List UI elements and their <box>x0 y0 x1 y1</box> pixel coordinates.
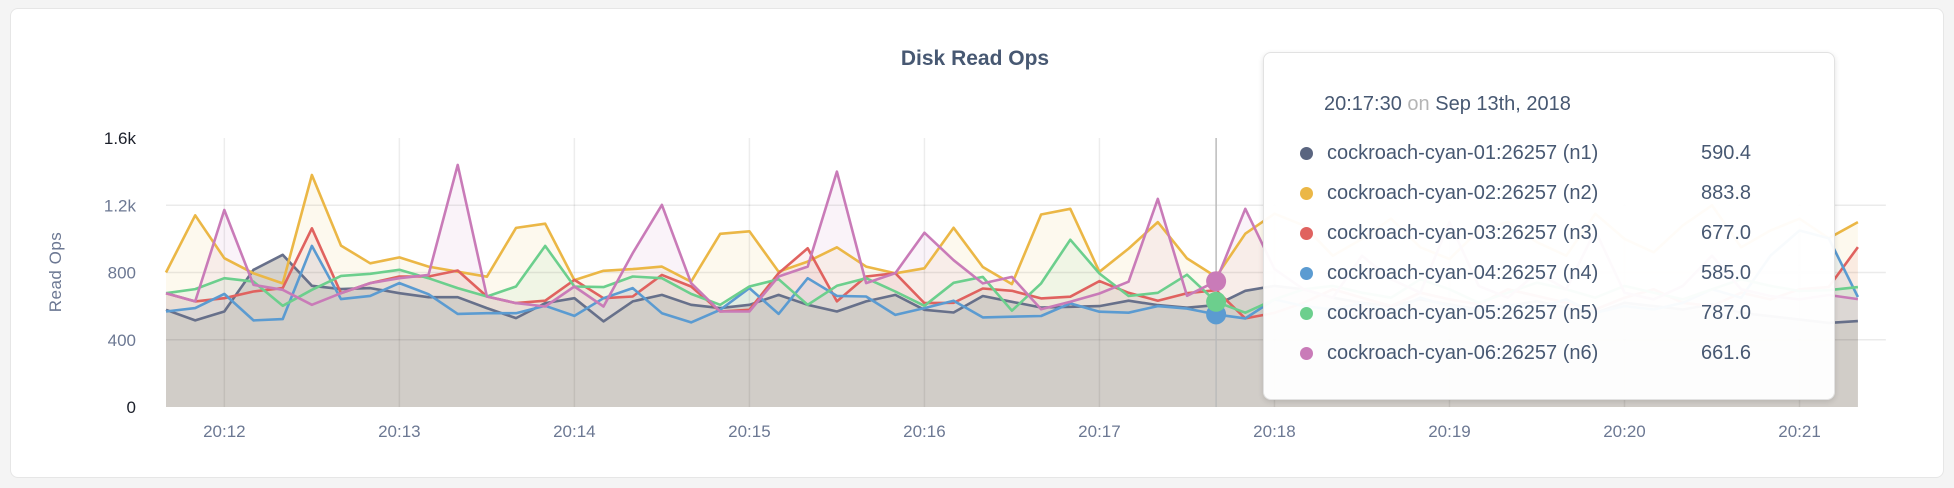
tooltip-series-name: cockroach-cyan-02:26257 (n2) <box>1327 181 1599 204</box>
series-dot-icon <box>1300 146 1313 160</box>
hover-tooltip: 20:17:30 on Sep 13th, 2018 cockroach-cya… <box>1263 52 1835 400</box>
tooltip-date: Sep 13th, 2018 <box>1435 93 1571 115</box>
tooltip-row: cockroach-cyan-05:26257 (n5) 787.0 <box>1300 301 1751 325</box>
y-tick-label: 0 <box>127 398 136 417</box>
tooltip-series-name: cockroach-cyan-06:26257 (n6) <box>1327 341 1599 364</box>
tooltip-series-name: cockroach-cyan-05:26257 (n5) <box>1327 301 1599 324</box>
x-tick-label: 20:14 <box>553 422 596 441</box>
tooltip-series-name: cockroach-cyan-03:26257 (n3) <box>1327 221 1599 244</box>
y-tick-label: 800 <box>108 264 136 283</box>
x-tick-label: 20:20 <box>1603 422 1646 441</box>
tooltip-on: on <box>1407 93 1430 115</box>
hover-point-n6 <box>1206 271 1227 292</box>
x-tick-label: 20:12 <box>203 422 246 441</box>
x-tick-label: 20:18 <box>1253 422 1296 441</box>
tooltip-series-value: 585.0 <box>1701 261 1752 284</box>
y-axis-label: Read Ops <box>46 232 65 313</box>
y-tick-label: 1.2k <box>104 196 137 215</box>
series-dot-icon <box>1300 226 1313 240</box>
x-tick-label: 20:16 <box>903 422 946 441</box>
x-tick-label: 20:19 <box>1428 422 1471 441</box>
tooltip-series-value: 883.8 <box>1701 181 1752 204</box>
tooltip-series-value: 677.0 <box>1701 221 1752 244</box>
tooltip-row: cockroach-cyan-01:26257 (n1) 590.4 <box>1300 141 1751 165</box>
series-dot-icon <box>1300 306 1313 320</box>
tooltip-series-name: cockroach-cyan-04:26257 (n4) <box>1327 261 1599 284</box>
tooltip-row: cockroach-cyan-03:26257 (n3) 677.0 <box>1300 221 1751 245</box>
tooltip-series-name: cockroach-cyan-01:26257 (n1) <box>1327 141 1599 164</box>
tooltip-header: 20:17:30 on Sep 13th, 2018 <box>1324 93 1571 116</box>
x-tick-label: 20:17 <box>1078 422 1121 441</box>
tooltip-row: cockroach-cyan-02:26257 (n2) 883.8 <box>1300 181 1751 205</box>
x-tick-label: 20:15 <box>728 422 771 441</box>
tooltip-series-value: 661.6 <box>1701 341 1752 364</box>
series-dot-icon <box>1300 346 1313 360</box>
y-tick-label: 400 <box>108 331 136 350</box>
x-tick-label: 20:21 <box>1778 422 1821 441</box>
y-tick-label: 1.6k <box>104 129 137 148</box>
tooltip-time: 20:17:30 <box>1324 93 1402 115</box>
x-tick-label: 20:13 <box>378 422 421 441</box>
tooltip-series-value: 590.4 <box>1701 141 1752 164</box>
series-dot-icon <box>1300 266 1313 280</box>
tooltip-series-value: 787.0 <box>1701 301 1752 324</box>
chart-title: Disk Read Ops <box>901 47 1049 70</box>
series-dot-icon <box>1300 186 1313 200</box>
tooltip-row: cockroach-cyan-06:26257 (n6) 661.6 <box>1300 341 1751 365</box>
tooltip-row: cockroach-cyan-04:26257 (n4) 585.0 <box>1300 261 1751 285</box>
hover-point-n5 <box>1206 291 1227 312</box>
